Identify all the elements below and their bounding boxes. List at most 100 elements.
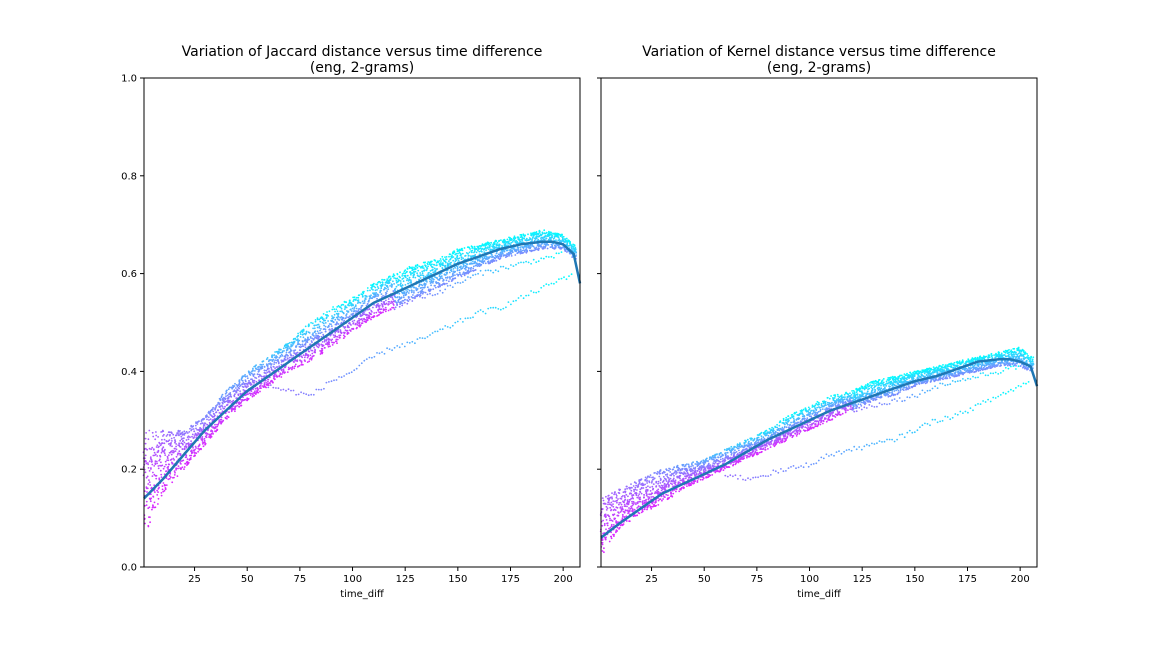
- scatter-point: [358, 308, 361, 310]
- scatter-point: [607, 501, 610, 504]
- scatter-point: [316, 330, 319, 333]
- scatter-point: [604, 503, 607, 505]
- scatter-point: [349, 323, 351, 325]
- outlier-point: [393, 308, 396, 311]
- outlier-point: [330, 380, 333, 383]
- scatter-point: [428, 261, 431, 264]
- scatter-point: [289, 356, 291, 359]
- scatter-point: [307, 355, 310, 357]
- scatter-point: [665, 493, 668, 496]
- scatter-point: [454, 260, 457, 263]
- scatter-point: [357, 301, 360, 303]
- scatter-point: [634, 488, 637, 491]
- scatter-point: [489, 261, 491, 264]
- scatter-point: [256, 368, 258, 371]
- scatter-point: [443, 273, 446, 276]
- scatter-point: [290, 367, 292, 369]
- scatter-point: [406, 279, 408, 282]
- scatter-point: [601, 524, 604, 527]
- outlier-point: [305, 393, 308, 396]
- scatter-point: [234, 382, 236, 385]
- scatter-point: [630, 492, 633, 495]
- scatter-point: [159, 444, 162, 447]
- outlier-point: [426, 293, 429, 296]
- scatter-point: [479, 247, 482, 250]
- scatter-point: [426, 267, 429, 270]
- outlier-point: [302, 392, 305, 395]
- scatter-point: [247, 370, 250, 373]
- outlier-point: [467, 276, 469, 278]
- scatter-point: [208, 410, 210, 413]
- scatter-point: [156, 494, 159, 496]
- scatter-point: [296, 360, 299, 363]
- scatter-point: [306, 361, 309, 363]
- scatter-point: [477, 249, 479, 252]
- scatter-point: [472, 267, 475, 270]
- scatter-point: [424, 280, 427, 282]
- scatter-point: [234, 406, 237, 409]
- scatter-point: [485, 256, 488, 258]
- scatter-point: [332, 321, 335, 323]
- outlier-point: [280, 389, 282, 391]
- scatter-point: [293, 352, 296, 355]
- scatter-point: [374, 294, 377, 296]
- scatter-point: [246, 375, 249, 377]
- scatter-point: [193, 430, 196, 433]
- scatter-point: [675, 490, 677, 493]
- scatter-point: [160, 492, 163, 494]
- scatter-point: [623, 503, 626, 506]
- scatter-point: [387, 309, 390, 312]
- scatter-point: [535, 246, 538, 249]
- scatter-point: [270, 368, 273, 371]
- scatter-point: [417, 269, 420, 272]
- scatter-point: [345, 316, 348, 318]
- scatter-point: [210, 425, 213, 428]
- scatter-point: [179, 430, 181, 432]
- scatter-point: [387, 288, 390, 291]
- scatter-point: [651, 480, 653, 483]
- scatter-point: [500, 239, 502, 242]
- scatter-point: [646, 480, 649, 482]
- scatter-point: [667, 469, 670, 472]
- scatter-point: [311, 341, 313, 344]
- jaccard-chart-title: Variation of Jaccard distance versus tim…: [182, 44, 543, 60]
- scatter-point: [259, 384, 262, 387]
- scatter-point: [148, 429, 151, 432]
- outlier-point: [439, 328, 441, 331]
- scatter-point: [436, 264, 438, 266]
- scatter-point: [430, 284, 432, 287]
- scatter-point: [480, 263, 483, 266]
- scatter-point: [161, 485, 164, 487]
- scatter-point: [389, 285, 391, 287]
- scatter-point: [496, 242, 499, 244]
- scatter-point: [235, 387, 237, 389]
- scatter-point: [205, 434, 208, 437]
- scatter-point: [452, 259, 455, 262]
- scatter-point: [523, 249, 526, 252]
- scatter-point: [525, 237, 528, 240]
- scatter-point: [638, 493, 641, 495]
- scatter-point: [601, 543, 604, 546]
- scatter-point: [611, 492, 613, 494]
- scatter-point: [404, 298, 406, 301]
- scatter-point: [706, 476, 709, 479]
- scatter-point: [358, 323, 361, 325]
- scatter-point: [190, 440, 193, 442]
- scatter-point: [471, 251, 473, 254]
- scatter-point: [468, 251, 471, 254]
- outlier-point: [290, 389, 292, 392]
- jaccard-chart: Variation of Jaccard distance versus tim…: [121, 44, 582, 600]
- scatter-point: [535, 237, 538, 240]
- scatter-point: [335, 312, 338, 315]
- outlier-point: [464, 279, 467, 282]
- scatter-point: [147, 483, 150, 485]
- scatter-point: [287, 342, 290, 345]
- scatter-point: [356, 324, 359, 326]
- scatter-point: [321, 348, 324, 350]
- scatter-point: [222, 419, 225, 422]
- scatter-point: [226, 394, 229, 397]
- outlier-point: [424, 297, 426, 299]
- scatter-point: [280, 348, 282, 351]
- scatter-point: [649, 474, 652, 476]
- scatter-point: [375, 306, 378, 309]
